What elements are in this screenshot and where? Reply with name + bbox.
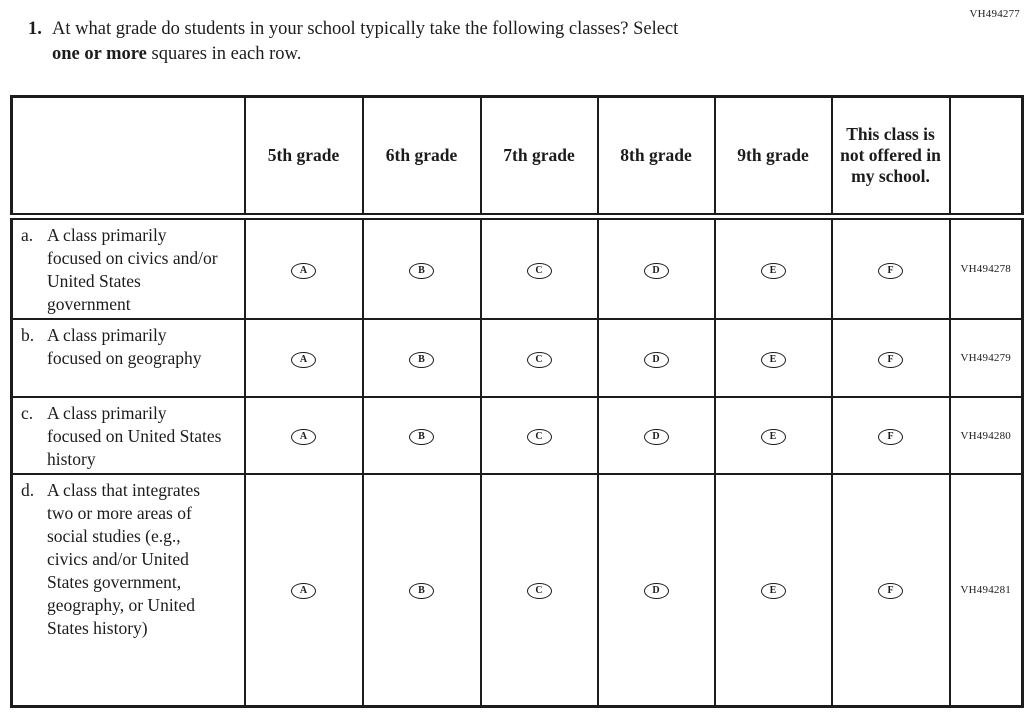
row-a-bubble-c[interactable]: C — [526, 262, 552, 279]
row-b-bubble-e[interactable]: E — [760, 351, 786, 368]
row-d-code: VH494281 — [948, 473, 1024, 707]
row-c-bubble-f[interactable]: F — [878, 429, 903, 445]
table-row-b: b. A class primarily focused on geograph… — [10, 318, 1024, 398]
row-b-bubble-c[interactable]: C — [526, 351, 552, 368]
row-c-cell-6th: B — [361, 396, 482, 475]
question-block: 1. At what grade do students in your scho… — [28, 17, 898, 67]
header-6th-grade: 6th grade — [361, 95, 482, 220]
row-c-code: VH494280 — [948, 396, 1024, 475]
row-d-bubble-e[interactable]: E — [760, 583, 786, 600]
header-empty-cell — [10, 95, 246, 220]
row-a-bubble-d[interactable]: D — [643, 262, 669, 279]
header-row: 5th grade 6th grade 7th grade 8th grade … — [10, 95, 1024, 220]
row-a-cell-7th: C — [479, 215, 599, 320]
row-c-cell-7th: C — [479, 396, 599, 475]
response-grid: 5th grade 6th grade 7th grade 8th grade … — [10, 95, 1024, 708]
header-7th-grade: 7th grade — [479, 95, 599, 220]
row-a-bubble-e[interactable]: E — [760, 262, 786, 279]
table-row-c: c. A class primarily focused on United S… — [10, 396, 1024, 475]
row-a-letter: a. — [21, 225, 34, 245]
row-b-cell-7th: C — [479, 318, 599, 398]
question-text-bold: one or more — [52, 44, 147, 64]
row-a-cell-8th: D — [596, 215, 716, 320]
row-b-bubble-f[interactable]: F — [878, 351, 903, 368]
question-text-rest: squares in each row. — [146, 44, 302, 64]
row-c-bubble-d[interactable]: D — [643, 429, 669, 445]
row-d-bubble-c[interactable]: C — [526, 583, 552, 600]
row-d-cell-7th: C — [479, 473, 599, 707]
row-c-cell-not-offered: F — [830, 396, 951, 475]
row-a-bubble-a[interactable]: A — [291, 262, 316, 279]
page-accession-code: VH494277 — [969, 8, 1020, 20]
row-c-bubble-a[interactable]: A — [291, 429, 316, 445]
row-b-letter: b. — [21, 325, 35, 345]
row-a-cell-6th: B — [361, 215, 482, 320]
row-a-cell-5th: A — [243, 215, 364, 320]
row-d-cell-6th: B — [361, 473, 482, 707]
row-c-cell-8th: D — [596, 396, 716, 475]
header-8th-grade: 8th grade — [596, 95, 716, 220]
header-not-offered: This class is not offered in my school. — [830, 95, 951, 220]
table-row-a: a. A class primarily focused on civics a… — [10, 215, 1024, 320]
row-d-cell-8th: D — [596, 473, 716, 707]
row-b-bubble-d[interactable]: D — [643, 351, 669, 368]
row-b-cell-9th: E — [713, 318, 833, 398]
row-b-bubble-a[interactable]: A — [291, 351, 316, 368]
row-c-cell-9th: E — [713, 396, 833, 475]
row-d-bubble-a[interactable]: A — [291, 583, 316, 600]
row-b-cell-8th: D — [596, 318, 716, 398]
row-a-label-cell: a. A class primarily focused on civics a… — [10, 215, 246, 320]
question-text: At what grade do students in your school… — [52, 19, 679, 39]
row-a-cell-9th: E — [713, 215, 833, 320]
row-a-label: A class primarily focused on civics and/… — [47, 225, 218, 314]
row-b-cell-5th: A — [243, 318, 364, 398]
question-line-1: 1. At what grade do students in your scho… — [28, 17, 898, 42]
row-c-cell-5th: A — [243, 396, 364, 475]
row-d-label: A class that integrates two or more area… — [47, 480, 201, 638]
question-line-2: one or more squares in each row. — [28, 42, 898, 67]
row-a-code: VH494278 — [948, 215, 1024, 320]
table-row-d: d. A class that integrates two or more a… — [10, 473, 1024, 707]
row-d-bubble-d[interactable]: D — [643, 583, 669, 600]
row-d-bubble-b[interactable]: B — [409, 583, 434, 600]
row-d-letter: d. — [21, 480, 35, 500]
row-a-cell-not-offered: F — [830, 215, 951, 320]
header-9th-grade: 9th grade — [713, 95, 833, 220]
row-d-label-cell: d. A class that integrates two or more a… — [10, 473, 246, 707]
row-c-letter: c. — [21, 403, 34, 423]
row-b-cell-not-offered: F — [830, 318, 951, 398]
row-d-cell-9th: E — [713, 473, 833, 707]
row-b-label: A class primarily focused on geography — [47, 325, 202, 368]
row-b-bubble-b[interactable]: B — [409, 351, 434, 368]
row-a-bubble-b[interactable]: B — [409, 262, 434, 279]
row-c-bubble-c[interactable]: C — [526, 429, 552, 445]
row-d-cell-not-offered: F — [830, 473, 951, 707]
row-d-cell-5th: A — [243, 473, 364, 707]
row-c-bubble-b[interactable]: B — [409, 429, 434, 445]
row-a-bubble-f[interactable]: F — [878, 262, 903, 279]
row-c-label-cell: c. A class primarily focused on United S… — [10, 396, 246, 475]
row-b-cell-6th: B — [361, 318, 482, 398]
row-c-label: A class primarily focused on United Stat… — [47, 403, 222, 469]
row-c-bubble-e[interactable]: E — [760, 429, 786, 445]
row-b-code: VH494279 — [948, 318, 1024, 398]
row-b-label-cell: b. A class primarily focused on geograph… — [10, 318, 246, 398]
header-code-cell — [948, 95, 1024, 220]
row-d-bubble-f[interactable]: F — [878, 583, 903, 600]
header-5th-grade: 5th grade — [243, 95, 364, 220]
question-number: 1. — [28, 19, 42, 39]
